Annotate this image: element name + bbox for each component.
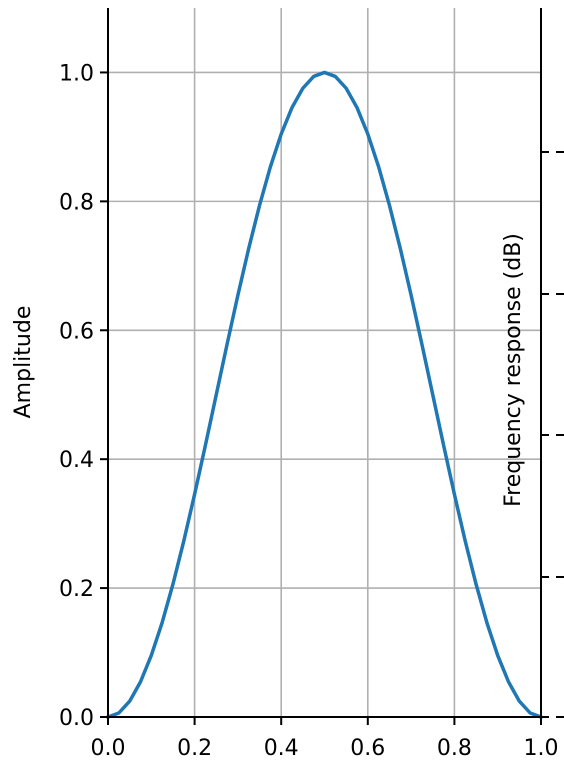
series-layer <box>105 70 544 720</box>
ticks: 0.0 0.2 0.4 0.6 0.8 1.0 0.0 0.2 0.4 0.6 0.8 1.0 <box>59 61 564 761</box>
y-axis-label: Amplitude <box>11 306 36 419</box>
grid <box>107 8 542 718</box>
y-tick-label: 0.8 <box>59 190 94 215</box>
axis-labels: Amplitude Frequency response (dB) <box>11 233 526 507</box>
y-tick-label: 1.0 <box>59 61 94 86</box>
x-tick-label: 0.0 <box>91 736 126 761</box>
x-tick-label: 0.8 <box>437 736 472 761</box>
series-line <box>105 70 544 720</box>
y-tick-label: 0.0 <box>59 706 94 731</box>
x-tick-label: 0.2 <box>177 736 212 761</box>
x-tick-label: 1.0 <box>524 736 559 761</box>
axes <box>107 8 542 718</box>
y-tick-label: 0.2 <box>59 577 94 602</box>
y-tick-label: 0.6 <box>59 319 94 344</box>
y-tick-label: 0.4 <box>59 448 94 473</box>
y2-axis-label: Frequency response (dB) <box>501 233 526 507</box>
x-tick-label: 0.4 <box>264 736 299 761</box>
x-tick-label: 0.6 <box>350 736 385 761</box>
